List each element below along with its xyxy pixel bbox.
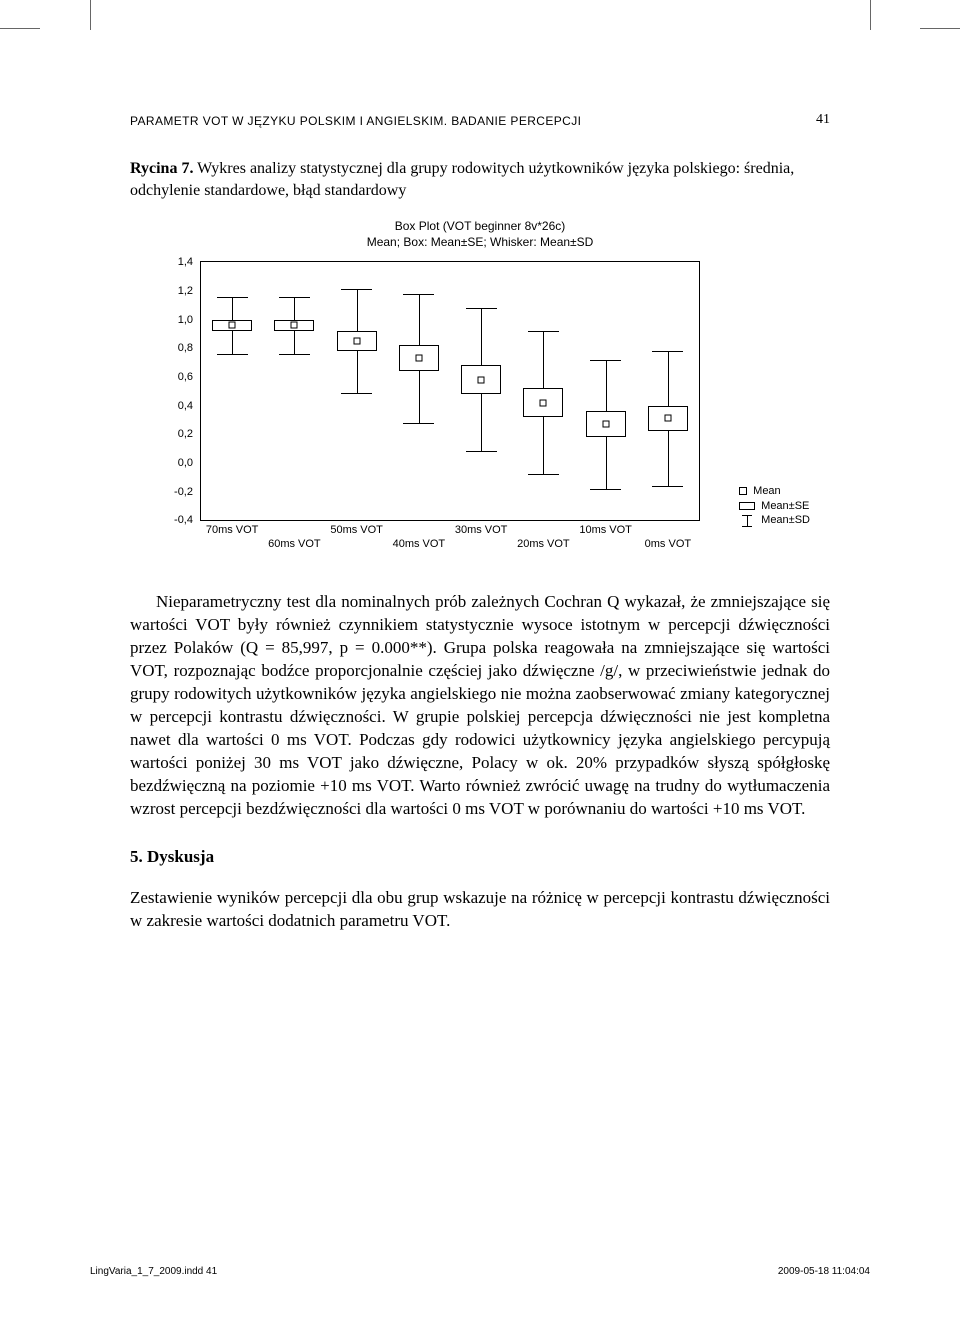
footer-right: 2009-05-18 11:04:04 [778,1266,870,1277]
crop-mark [870,0,871,30]
whisker-cap [279,297,310,298]
section-heading-5: 5. Dyskusja [130,847,830,867]
page-number: 41 [816,112,830,128]
chart-legend: Mean Mean±SE Mean±SD [739,484,810,529]
y-tick-label: 1,4 [178,256,201,268]
mean-marker-icon [415,355,422,362]
whisker-cap [528,474,559,475]
y-tick-label: 0,2 [178,428,201,440]
whisker-cap [279,354,310,355]
x-tick-label: 0ms VOT [645,538,691,550]
x-tick-label: 50ms VOT [330,524,383,536]
y-tick-label: 0,6 [178,371,201,383]
legend-marker-whisker-icon [739,515,755,527]
chart-subtitle: Mean; Box: Mean±SE; Whisker: Mean±SD [130,235,830,249]
legend-label: Mean±SD [761,513,810,528]
whisker-cap [341,289,372,290]
y-tick-label: 0,0 [178,457,201,469]
x-tick-label: 10ms VOT [579,524,632,536]
crop-mark [90,0,91,30]
figure-caption-lead: Rycina 7. [130,160,193,177]
legend-item-se: Mean±SE [739,499,810,514]
body-paragraph-2: Zestawienie wyników percepcji dla obu gr… [130,887,830,933]
figure-caption: Rycina 7. Wykres analizy statystycznej d… [130,158,830,201]
mean-marker-icon [540,399,547,406]
mean-marker-icon [353,338,360,345]
y-tick-label: -0,2 [174,486,201,498]
whisker-cap [528,331,559,332]
whisker-cap [652,486,683,487]
mean-marker-icon [664,415,671,422]
whisker-cap [590,360,621,361]
legend-marker-box-icon [739,502,755,510]
x-tick-label: 30ms VOT [455,524,508,536]
crop-mark [920,28,960,29]
legend-marker-square-icon [739,487,747,495]
legend-item-sd: Mean±SD [739,513,810,528]
mean-marker-icon [602,421,609,428]
whisker-cap [652,351,683,352]
legend-label: Mean±SE [761,499,809,514]
chart-title: Box Plot (VOT beginner 8v*26c) [130,213,830,233]
running-head-row: 41 PARAMETR VOT W JĘZYKU POLSKIM I ANGIE… [130,112,830,130]
footer-left: LingVaria_1_7_2009.indd 41 [90,1266,217,1277]
legend-item-mean: Mean [739,484,810,499]
boxplot-chart: Box Plot (VOT beginner 8v*26c) Mean; Box… [130,213,830,573]
y-tick-label: 0,8 [178,342,201,354]
running-head: PARAMETR VOT W JĘZYKU POLSKIM I ANGIELSK… [130,114,581,128]
y-tick-label: 0,4 [178,400,201,412]
legend-label: Mean [753,484,781,499]
whisker-cap [466,308,497,309]
mean-marker-icon [478,376,485,383]
print-footer: LingVaria_1_7_2009.indd 41 2009-05-18 11… [90,1266,870,1277]
x-tick-label: 20ms VOT [517,538,570,550]
y-tick-label: -0,4 [174,514,201,526]
page-content: 41 PARAMETR VOT W JĘZYKU POLSKIM I ANGIE… [130,112,830,932]
body-paragraph-1: Nieparametryczny test dla nominalnych pr… [130,591,830,820]
whisker-cap [341,393,372,394]
x-tick-label: 70ms VOT [206,524,259,536]
y-tick-label: 1,2 [178,285,201,297]
x-tick-label: 40ms VOT [393,538,446,550]
crop-mark [0,28,40,29]
whisker-cap [217,297,248,298]
whisker-cap [466,451,497,452]
whisker-cap [403,294,434,295]
y-tick-label: 1,0 [178,314,201,326]
mean-marker-icon [229,322,236,329]
x-tick-label: 60ms VOT [268,538,321,550]
plot-area: -0,4-0,20,00,20,40,60,81,01,21,470ms VOT… [200,261,700,521]
mean-marker-icon [291,322,298,329]
whisker-cap [590,489,621,490]
whisker-cap [217,354,248,355]
whisker-cap [403,423,434,424]
figure-caption-rest: Wykres analizy statystycznej dla grupy r… [130,160,794,199]
